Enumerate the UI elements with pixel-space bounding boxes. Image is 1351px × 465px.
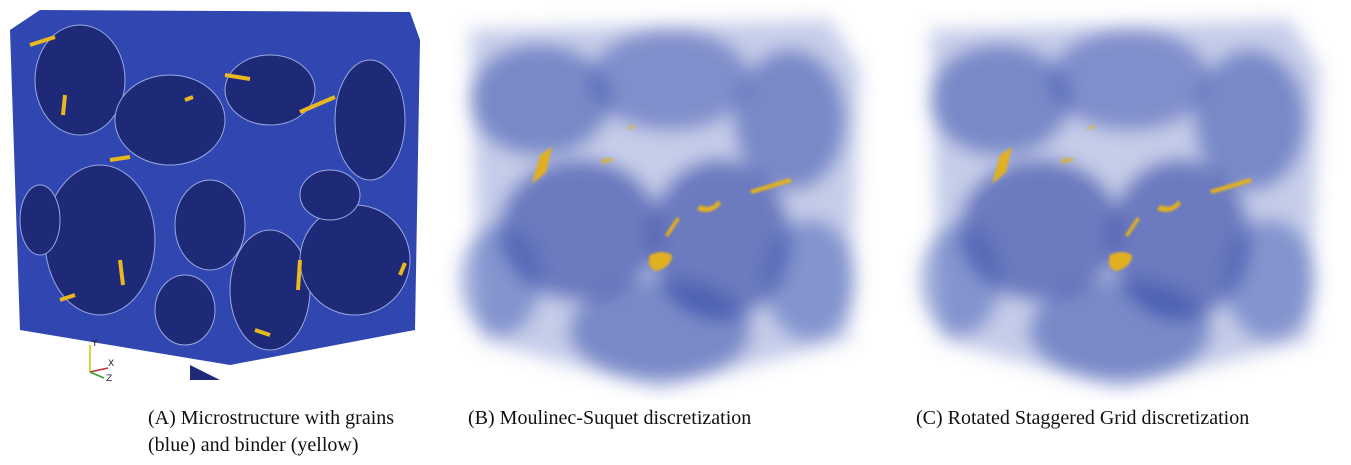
caption: (C) Rotated Staggered Grid discretizatio… [916,405,1249,432]
axis-label: X [108,359,114,369]
caption: (B) Moulinec-Suquet discretization [468,405,751,432]
axis-label: Z [106,374,112,384]
figure: Y X Z (A) Microstructure with grains (bl… [0,0,1351,465]
caption: (A) Microstructure with grains (blue) an… [148,405,398,459]
figure-images: Y X Z [0,0,1351,400]
moulinec-suquet-image [460,20,860,390]
rotated-staggered-grid-image [920,20,1320,390]
microstructure-image: Y X Z [10,10,420,384]
axis-label: Y [91,339,98,349]
